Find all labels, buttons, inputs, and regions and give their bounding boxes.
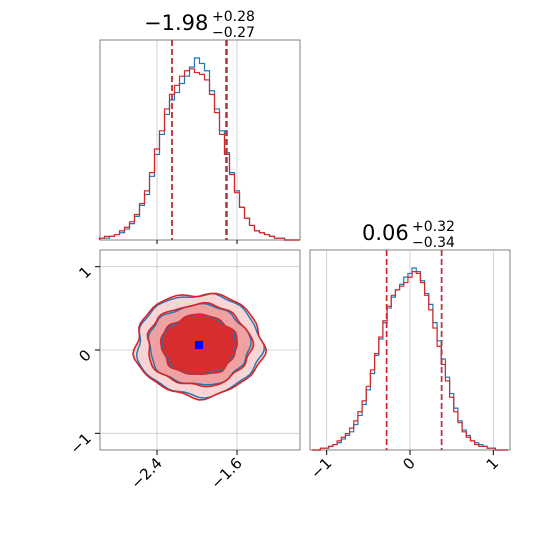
panel-hist-p1 [99, 39, 301, 241]
title-p2-plus: +0.32 [412, 219, 455, 235]
title-p2: 0.06 +0.32 −0.34 [362, 219, 455, 251]
title-p2-median: 0.06 [362, 221, 409, 245]
hist-p2-series-b [312, 271, 508, 451]
tick-label-x-p2-1: 0 [399, 454, 418, 473]
contour-line-b-middle [146, 301, 255, 388]
tick-label-x-p1-1: −1.6 [207, 454, 245, 492]
title-p1-median: −1.98 [144, 11, 208, 35]
contour-line-a-inner [161, 314, 237, 375]
hist-p2-layer [312, 250, 508, 451]
tick-label-x-p2-0: −1 [307, 454, 335, 482]
hist-p1-series-b [98, 68, 300, 241]
tick-label-y-p2-1: 0 [75, 346, 94, 365]
title-p1-plus: +0.28 [212, 9, 255, 25]
title-p2-minus: −0.34 [412, 235, 455, 251]
hist-p1-layer [98, 40, 300, 241]
contour-line-b-outer [132, 292, 268, 401]
contour-layer [132, 292, 268, 401]
tick-label-y-p2-2: −1 [66, 429, 94, 457]
contour-line-a-outer [135, 292, 266, 399]
ticks-layer: −2.4 −1.6 −1 0 1 1 0 −1 [66, 240, 502, 493]
contour-line-b-inner [159, 313, 239, 375]
title-p1-minus: −0.27 [212, 25, 255, 41]
tick-label-x-p1-0: −2.4 [127, 454, 165, 492]
tick-label-x-p2-2: 1 [483, 454, 502, 473]
hist-p1-series-a [98, 57, 300, 241]
title-p1: −1.98 +0.28 −0.27 [144, 9, 255, 41]
truth-marker [195, 341, 203, 349]
tick-label-y-p2-0: 1 [75, 263, 94, 282]
